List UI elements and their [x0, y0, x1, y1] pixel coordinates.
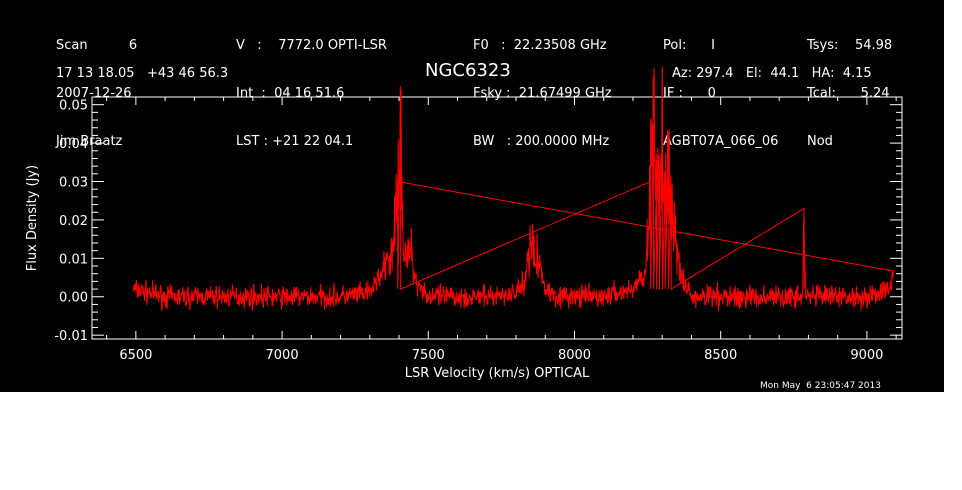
spectrum-series-line	[132, 66, 894, 312]
axis-ticks: 6500 7000 7500 8000 8500 9000 -0.01 0.00 0.01 0.0…	[54, 96, 902, 363]
rest-frequency: F0 : 22.23508 GHz	[473, 38, 607, 53]
x-tick-label: 6500	[119, 348, 152, 363]
receiver-info: Pol: I IF : 0 AGBT07A_066_06	[663, 6, 778, 182]
polarization: Pol: I	[663, 38, 715, 53]
y-tick-label: -0.01	[54, 329, 88, 344]
timestamp: Mon May 6 23:05:47 2013	[760, 381, 881, 391]
y-tick-label: 0.00	[59, 291, 88, 306]
bandwidth: BW : 200.0000 MHz	[473, 134, 610, 149]
x-axis-label: LSR Velocity (km/s) OPTICAL	[405, 366, 590, 381]
x-tick-label: 9000	[850, 348, 883, 363]
spectrum-chart: 6500 7000 7500 8000 8500 9000 -0.01 0.00 0.01 0.0…	[25, 66, 903, 381]
x-tick-label: 8500	[704, 348, 737, 363]
x-tick-label: 7000	[266, 348, 299, 363]
y-tick-label: 0.04	[59, 137, 88, 152]
x-tick-label: 7500	[412, 348, 445, 363]
lst-value: LST : +21 22 04.1	[236, 134, 354, 149]
tsys-value: Tsys: 54.98	[807, 38, 893, 53]
y-tick-label: 0.01	[59, 252, 88, 267]
y-tick-label: 0.02	[59, 214, 88, 229]
pointing-info: Az: 297.4 El: 44.1 HA: 4.15	[672, 66, 872, 81]
y-axis-label: Flux Density (Jy)	[25, 165, 40, 271]
y-tick-label: 0.05	[59, 99, 88, 114]
if-number: IF : 0	[663, 86, 716, 101]
scan-number: Scan 6	[56, 38, 138, 53]
observer-name: Jim Braatz	[56, 134, 123, 149]
source-name: NGC6323	[425, 60, 511, 81]
procedure-name: Nod	[807, 134, 833, 149]
velocity-value: V : 7772.0 OPTI-LSR	[236, 38, 387, 53]
scan-info: Scan 6 2007-12-26 Jim Braatz	[56, 6, 137, 182]
source-coordinates: 17 13 18.05 +43 46 56.3	[56, 66, 229, 81]
plot-panel: Scan 6 2007-12-26 Jim Braatz V : 7772.0 …	[0, 0, 944, 392]
plot-frame	[91, 96, 903, 340]
project-id: AGBT07A_066_06	[663, 134, 779, 149]
x-tick-label: 8000	[558, 348, 591, 363]
y-tick-label: 0.03	[59, 176, 88, 191]
